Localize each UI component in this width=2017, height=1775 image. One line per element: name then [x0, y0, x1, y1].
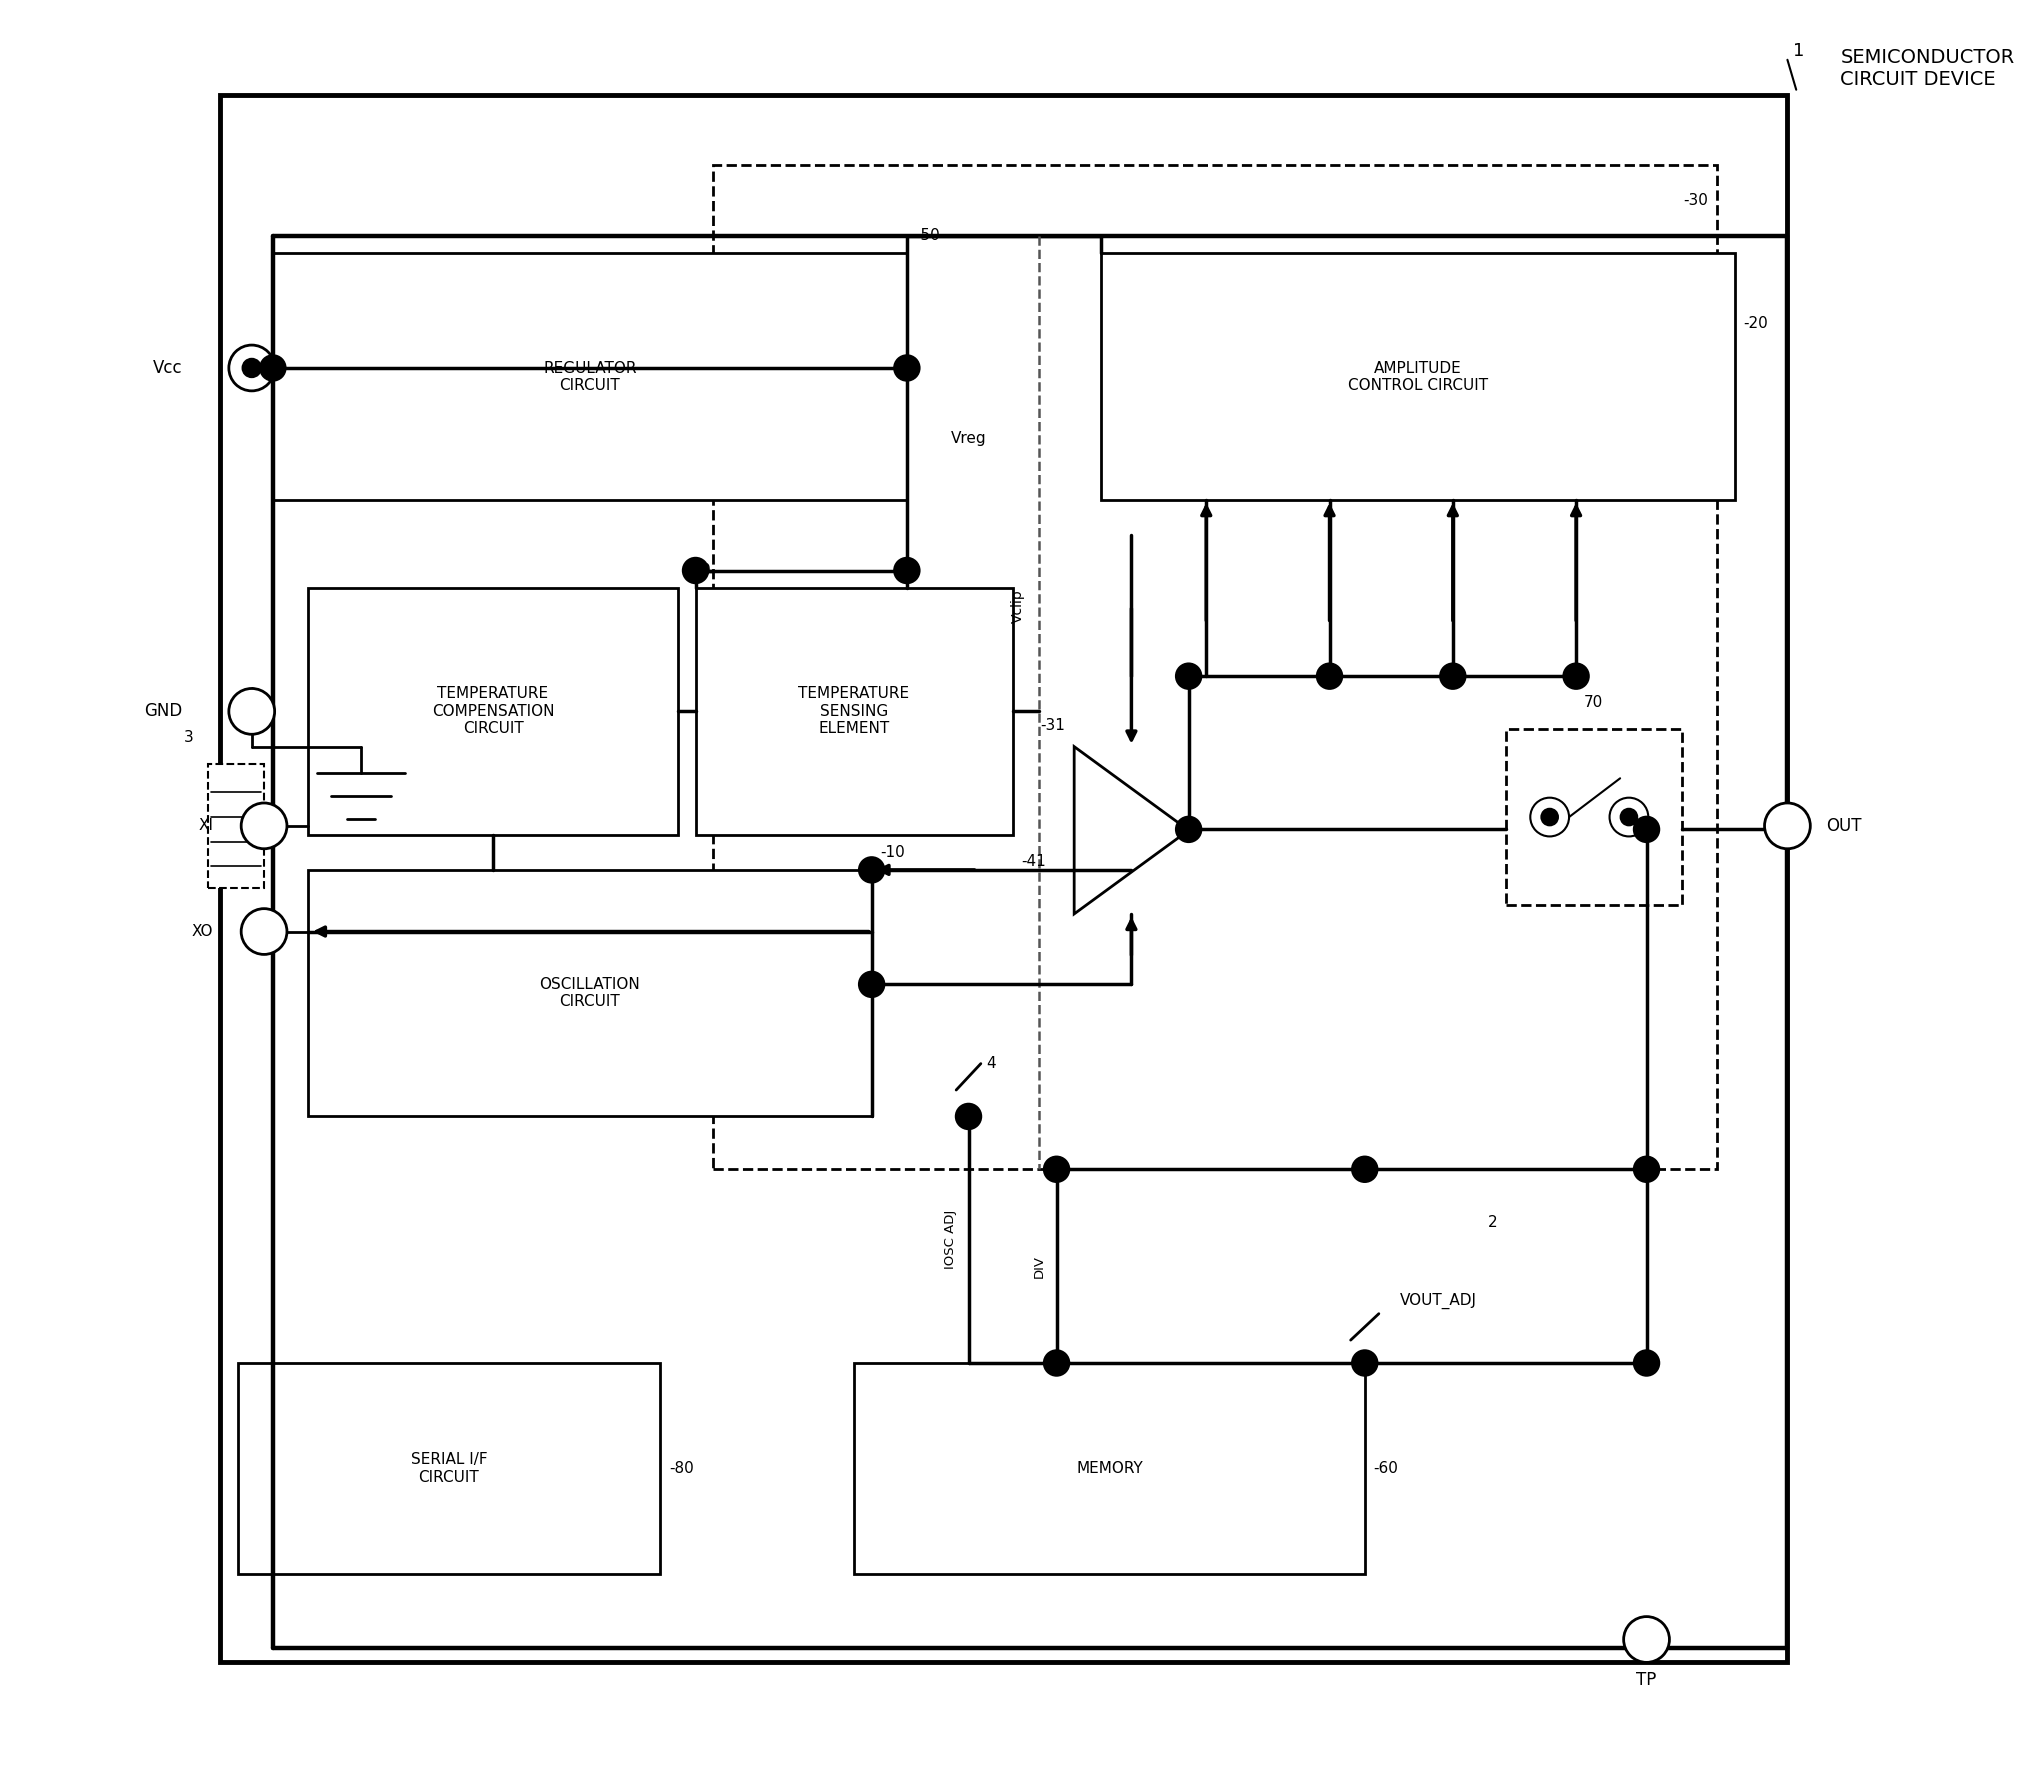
- Text: -31: -31: [1041, 717, 1065, 733]
- Circle shape: [1045, 1157, 1069, 1182]
- Text: AMPLITUDE
CONTROL CIRCUIT: AMPLITUDE CONTROL CIRCUIT: [1347, 360, 1489, 392]
- Bar: [208, 765, 264, 888]
- Circle shape: [956, 1104, 980, 1129]
- Circle shape: [228, 689, 274, 735]
- Text: -20: -20: [1743, 316, 1769, 332]
- Text: SEMICONDUCTOR
CIRCUIT DEVICE: SEMICONDUCTOR CIRCUIT DEVICE: [1840, 48, 2015, 89]
- Text: -80: -80: [670, 1461, 694, 1477]
- Text: SERIAL I/F
CIRCUIT: SERIAL I/F CIRCUIT: [411, 1452, 488, 1486]
- Bar: [853, 1363, 1366, 1574]
- Circle shape: [896, 557, 920, 582]
- Circle shape: [1634, 816, 1658, 841]
- Text: 2: 2: [1489, 1214, 1499, 1230]
- Text: REGULATOR
CIRCUIT: REGULATOR CIRCUIT: [543, 360, 637, 392]
- Circle shape: [1317, 664, 1341, 689]
- Text: OUT: OUT: [1825, 816, 1862, 834]
- Circle shape: [242, 802, 286, 848]
- Text: -40: -40: [686, 563, 712, 579]
- Text: MEMORY: MEMORY: [1075, 1461, 1144, 1477]
- Circle shape: [1563, 664, 1589, 689]
- Text: GND: GND: [145, 703, 184, 721]
- Text: IOSC ADJ: IOSC ADJ: [944, 1211, 958, 1269]
- Text: XI: XI: [198, 818, 214, 832]
- Circle shape: [260, 355, 284, 380]
- Circle shape: [1440, 664, 1464, 689]
- Circle shape: [1622, 809, 1638, 825]
- Text: 3: 3: [184, 730, 194, 746]
- Circle shape: [228, 344, 274, 390]
- Circle shape: [859, 973, 883, 998]
- Bar: [696, 588, 1013, 834]
- Bar: [1505, 730, 1682, 905]
- Circle shape: [1176, 664, 1200, 689]
- Text: 1: 1: [1793, 43, 1803, 60]
- Circle shape: [1634, 1351, 1658, 1376]
- Text: VOUT_ADJ: VOUT_ADJ: [1400, 1294, 1476, 1310]
- Circle shape: [1353, 1351, 1378, 1376]
- Text: -41: -41: [1021, 854, 1047, 868]
- Text: OSCILLATION
CIRCUIT: OSCILLATION CIRCUIT: [539, 976, 639, 1010]
- Bar: [714, 165, 1716, 1170]
- Circle shape: [1634, 1157, 1658, 1182]
- Circle shape: [1531, 797, 1569, 836]
- Bar: [1101, 254, 1735, 501]
- Bar: [272, 254, 908, 501]
- Circle shape: [1045, 1351, 1069, 1376]
- Text: Vreg: Vreg: [950, 431, 986, 446]
- Circle shape: [859, 857, 883, 882]
- Text: -50: -50: [916, 229, 940, 243]
- Text: TEMPERATURE
SENSING
ELEMENT: TEMPERATURE SENSING ELEMENT: [799, 687, 910, 737]
- Text: DIV: DIV: [1033, 1255, 1045, 1278]
- Bar: [238, 1363, 660, 1574]
- Text: 4: 4: [986, 1056, 996, 1070]
- Text: XO: XO: [192, 925, 214, 939]
- Circle shape: [1610, 797, 1648, 836]
- Bar: [309, 870, 871, 1116]
- Circle shape: [896, 355, 920, 380]
- Text: Vclip: Vclip: [1011, 589, 1025, 623]
- Text: TP: TP: [1636, 1670, 1656, 1690]
- Bar: [309, 588, 678, 834]
- Text: -30: -30: [1684, 193, 1708, 208]
- Circle shape: [684, 557, 708, 582]
- Text: 70: 70: [1583, 696, 1604, 710]
- Circle shape: [1624, 1617, 1670, 1663]
- Circle shape: [1353, 1157, 1378, 1182]
- Bar: [220, 96, 1787, 1663]
- Text: -10: -10: [881, 845, 906, 859]
- Circle shape: [1176, 816, 1200, 841]
- Circle shape: [242, 359, 260, 376]
- Circle shape: [1765, 802, 1811, 848]
- Text: Vcc: Vcc: [153, 359, 182, 376]
- Circle shape: [1541, 809, 1557, 825]
- Text: -60: -60: [1374, 1461, 1398, 1477]
- Text: TEMPERATURE
COMPENSATION
CIRCUIT: TEMPERATURE COMPENSATION CIRCUIT: [432, 687, 555, 737]
- Circle shape: [242, 909, 286, 955]
